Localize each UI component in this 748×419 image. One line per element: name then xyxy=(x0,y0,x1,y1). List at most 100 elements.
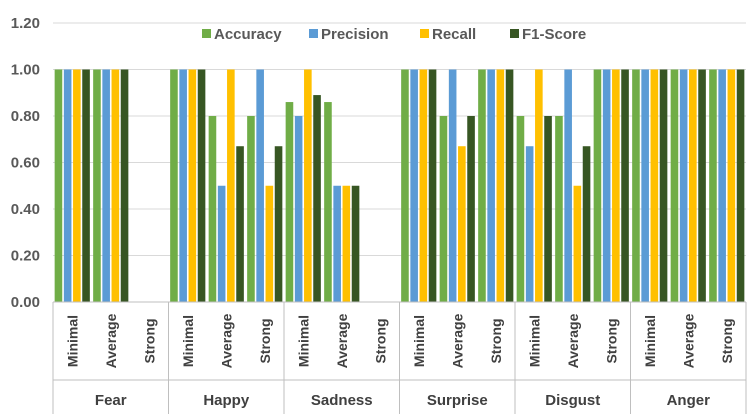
group-label: Surprise xyxy=(427,392,488,409)
bar-recall xyxy=(73,69,81,302)
legend-label: Precision xyxy=(321,26,389,43)
bar-precision xyxy=(564,69,572,302)
bar-precision xyxy=(102,69,110,302)
level-label: Minimal xyxy=(180,315,196,367)
y-tick-label: 0.40 xyxy=(11,201,40,218)
bar-precision xyxy=(525,146,534,302)
level-label: Minimal xyxy=(526,315,542,367)
bar-recall xyxy=(458,146,466,302)
bar-f1-score xyxy=(505,69,514,302)
bar-f1-score xyxy=(544,116,552,302)
bar-precision xyxy=(63,69,72,302)
bar-f1-score xyxy=(428,69,437,302)
bar-accuracy xyxy=(170,69,178,302)
group-label: Fear xyxy=(95,392,127,409)
legend-swatch xyxy=(510,29,519,38)
bar-recall xyxy=(342,185,351,302)
bar-precision xyxy=(718,69,726,302)
bar-accuracy xyxy=(285,102,294,302)
bar-f1-score xyxy=(698,69,706,302)
bar-accuracy xyxy=(401,69,409,302)
group-label: Happy xyxy=(203,392,250,409)
bar-f1-score xyxy=(582,146,591,302)
bar-recall xyxy=(265,185,274,302)
bar-precision xyxy=(487,69,495,302)
bar-precision xyxy=(333,185,341,302)
level-label: Minimal xyxy=(411,315,427,367)
bar-accuracy xyxy=(208,116,217,302)
legend-swatch xyxy=(420,29,429,38)
bar-precision xyxy=(679,69,688,302)
bar-precision xyxy=(217,185,226,302)
bar-f1-score xyxy=(82,69,90,302)
bar-precision xyxy=(448,69,457,302)
legend-swatch xyxy=(202,29,211,38)
legend-swatch xyxy=(309,29,318,38)
bar-recall xyxy=(689,69,697,302)
bar-f1-score xyxy=(467,116,475,302)
bar-accuracy xyxy=(54,69,63,302)
bar-recall xyxy=(188,69,197,302)
level-label: Strong xyxy=(719,318,735,363)
bar-accuracy xyxy=(247,116,255,302)
y-tick-label: 0.00 xyxy=(11,294,40,311)
level-label: Strong xyxy=(141,318,157,363)
bar-accuracy xyxy=(516,116,525,302)
x-axis: Minimal Average Strong Fear Minimal Average St… xyxy=(52,301,747,414)
y-axis-ticks: 0.00 0.20 0.40 0.60 0.80 1.00 1.20 xyxy=(11,15,40,311)
bar-f1-score xyxy=(351,185,360,302)
bar-precision xyxy=(294,116,303,302)
bar-f1-score xyxy=(621,69,629,302)
level-label: Average xyxy=(680,313,696,368)
bars xyxy=(54,69,745,302)
bar-recall xyxy=(111,69,120,302)
bar-f1-score xyxy=(659,69,668,302)
bar-accuracy xyxy=(632,69,640,302)
bar-accuracy xyxy=(324,102,332,302)
bar-f1-score xyxy=(736,69,745,302)
bar-accuracy xyxy=(478,69,486,302)
y-tick-label: 0.80 xyxy=(11,108,40,125)
bar-precision xyxy=(602,69,611,302)
bar-f1-score xyxy=(313,95,321,302)
level-label: Minimal xyxy=(642,315,658,367)
bar-recall xyxy=(535,69,543,302)
bar-accuracy xyxy=(93,69,101,302)
bar-recall xyxy=(573,185,582,302)
bar-f1-score xyxy=(197,69,206,302)
y-tick-label: 1.00 xyxy=(11,62,40,79)
bar-precision xyxy=(641,69,649,302)
level-label: Strong xyxy=(372,318,388,363)
group-label: Anger xyxy=(667,392,711,409)
legend-label: F1-Score xyxy=(522,26,586,43)
bar-accuracy xyxy=(670,69,679,302)
level-label: Average xyxy=(334,313,350,368)
bar-recall xyxy=(727,69,736,302)
level-label: Minimal xyxy=(64,315,80,367)
legend-label: Recall xyxy=(432,26,476,43)
bar-f1-score xyxy=(274,146,283,302)
group-label: Sadness xyxy=(311,392,373,409)
bar-accuracy xyxy=(555,116,563,302)
bar-recall xyxy=(612,69,620,302)
bar-precision xyxy=(410,69,418,302)
gridlines xyxy=(53,22,746,303)
bar-recall xyxy=(227,69,235,302)
group-label: Disgust xyxy=(545,392,600,409)
level-label: Average xyxy=(565,313,581,368)
bar-accuracy xyxy=(709,69,717,302)
bar-recall xyxy=(419,69,428,302)
level-label: Strong xyxy=(488,318,504,363)
level-label: Strong xyxy=(603,318,619,363)
bar-f1-score xyxy=(120,69,129,302)
bar-recall xyxy=(496,69,505,302)
level-label: Average xyxy=(103,313,119,368)
bar-f1-score xyxy=(236,146,244,302)
bar-recall xyxy=(304,69,312,302)
bar-accuracy xyxy=(593,69,602,302)
bar-recall xyxy=(650,69,659,302)
legend-label: Accuracy xyxy=(214,26,282,43)
bar-accuracy xyxy=(439,116,448,302)
level-label: Strong xyxy=(257,318,273,363)
